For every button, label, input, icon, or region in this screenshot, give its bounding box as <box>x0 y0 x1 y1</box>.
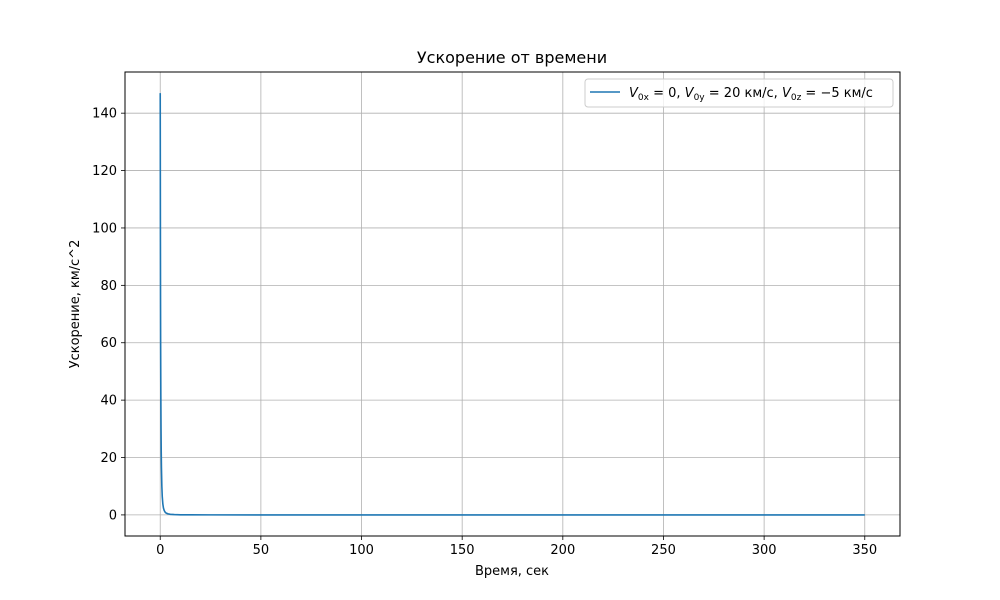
x-tick-label: 350 <box>852 543 877 558</box>
y-tick-label: 140 <box>92 107 117 122</box>
y-tick-label: 100 <box>92 221 117 236</box>
x-axis-title: Время, сек <box>475 564 549 579</box>
y-tick-label: 20 <box>100 451 117 466</box>
grid <box>125 72 900 536</box>
x-tick-label: 0 <box>156 543 164 558</box>
y-tick-label: 40 <box>100 394 117 409</box>
series-layer <box>159 93 865 516</box>
x-axis: 0 50 100 150 200 250 300 350 <box>156 536 877 558</box>
x-tick-label: 250 <box>651 543 676 558</box>
x-tick-label: 50 <box>253 543 270 558</box>
x-tick-label: 150 <box>450 543 475 558</box>
x-tick-label: 200 <box>550 543 575 558</box>
y-axis: 0 20 40 60 80 100 120 140 <box>92 107 125 523</box>
legend: V0x = 0, V0y = 20 км/с, V0z = −5 км/с <box>584 78 894 108</box>
y-tick-label: 120 <box>92 164 117 179</box>
axes-frame <box>124 71 901 537</box>
legend-label: V0x = 0, V0y = 20 км/с, V0z = −5 км/с <box>629 86 873 103</box>
chart-title: Ускорение от времени <box>417 48 607 67</box>
y-tick-label: 80 <box>100 279 117 294</box>
y-tick-label: 60 <box>100 336 117 351</box>
x-tick-label: 100 <box>349 543 374 558</box>
y-tick-label: 0 <box>109 508 117 523</box>
x-tick-label: 300 <box>752 543 777 558</box>
series-line <box>159 93 865 516</box>
legend-box <box>584 78 894 108</box>
y-axis-title: Ускорение, км/с^2 <box>68 240 83 369</box>
